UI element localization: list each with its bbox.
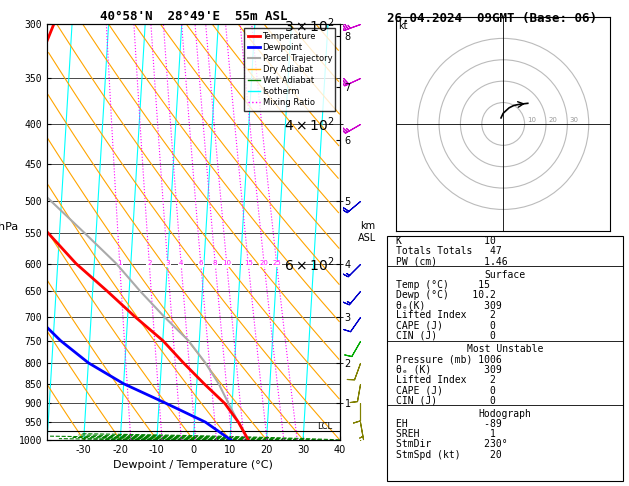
Text: Surface: Surface: [484, 270, 525, 279]
Text: 1: 1: [118, 260, 122, 266]
Text: StmSpd (kt)     20: StmSpd (kt) 20: [396, 450, 502, 460]
Text: 4: 4: [179, 260, 183, 266]
Text: 8: 8: [213, 260, 218, 266]
Text: LCL: LCL: [317, 422, 332, 431]
X-axis label: Dewpoint / Temperature (°C): Dewpoint / Temperature (°C): [113, 460, 274, 470]
Text: CIN (J)         0: CIN (J) 0: [396, 395, 496, 405]
Text: CAPE (J)        0: CAPE (J) 0: [396, 385, 496, 395]
Text: 30: 30: [569, 117, 579, 123]
Text: θₑ (K)         309: θₑ (K) 309: [396, 364, 502, 375]
Title: 40°58'N  28°49'E  55m ASL: 40°58'N 28°49'E 55m ASL: [99, 10, 287, 23]
Text: 20: 20: [260, 260, 269, 266]
Text: 3: 3: [165, 260, 170, 266]
Text: Totals Totals   47: Totals Totals 47: [396, 246, 502, 256]
Text: Lifted Index    2: Lifted Index 2: [396, 311, 496, 320]
Text: Temp (°C)     15: Temp (°C) 15: [396, 280, 490, 290]
Text: 6: 6: [199, 260, 203, 266]
Text: K              10: K 10: [396, 236, 496, 246]
Text: Pressure (mb) 1006: Pressure (mb) 1006: [396, 354, 502, 364]
Text: 15: 15: [244, 260, 253, 266]
Text: EH             -89: EH -89: [396, 419, 502, 429]
Text: 25: 25: [272, 260, 281, 266]
Legend: Temperature, Dewpoint, Parcel Trajectory, Dry Adiabat, Wet Adiabat, Isotherm, Mi: Temperature, Dewpoint, Parcel Trajectory…: [244, 29, 335, 111]
Text: SREH            1: SREH 1: [396, 429, 496, 439]
Text: 10: 10: [526, 117, 536, 123]
Text: θₑ(K)          309: θₑ(K) 309: [396, 300, 502, 310]
Text: 26.04.2024  09GMT (Base: 06): 26.04.2024 09GMT (Base: 06): [387, 12, 597, 25]
Y-axis label: hPa: hPa: [0, 222, 18, 232]
Text: 10: 10: [222, 260, 231, 266]
Text: CIN (J)         0: CIN (J) 0: [396, 331, 496, 341]
Text: StmDir         230°: StmDir 230°: [396, 439, 508, 450]
Text: Lifted Index    2: Lifted Index 2: [396, 375, 496, 385]
Y-axis label: km
ASL: km ASL: [359, 221, 377, 243]
Text: 2: 2: [147, 260, 152, 266]
Text: kt: kt: [398, 21, 408, 31]
Text: 20: 20: [548, 117, 557, 123]
Text: Dewp (°C)    10.2: Dewp (°C) 10.2: [396, 290, 496, 300]
Text: Most Unstable: Most Unstable: [467, 344, 543, 354]
Text: PW (cm)        1.46: PW (cm) 1.46: [396, 256, 508, 266]
Text: CAPE (J)        0: CAPE (J) 0: [396, 321, 496, 330]
Text: Hodograph: Hodograph: [478, 409, 532, 418]
